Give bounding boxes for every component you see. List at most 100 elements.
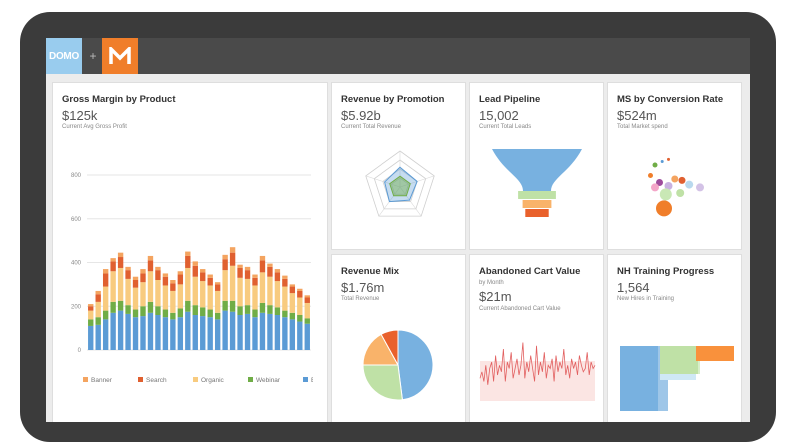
bar-segment xyxy=(132,309,139,318)
legend-label: Search xyxy=(146,377,167,384)
bar-segment xyxy=(200,269,206,273)
bar-segment xyxy=(155,315,161,350)
gross-margin-bar-chart: 0 200 400 600 800 Banner Search Organic Webinar E… xyxy=(71,173,313,384)
card-nh-training[interactable]: NH Training Progress 1,564 New Hires in … xyxy=(607,254,742,422)
card-ms-conversion[interactable]: MS by Conversion Rate $524m Total Market… xyxy=(607,82,742,250)
card-lead-pipeline[interactable]: Lead Pipeline 15,002 Current Total Leads xyxy=(469,82,604,250)
bar-segment xyxy=(185,300,191,312)
bar-segment xyxy=(185,251,191,256)
bar-segment xyxy=(282,310,288,318)
bar-segment xyxy=(192,261,198,266)
funnel-stage xyxy=(518,191,556,199)
bar-segment xyxy=(162,276,169,286)
bar-segment xyxy=(88,325,94,350)
domo-logo[interactable]: DOMO xyxy=(46,38,82,74)
legend-swatch xyxy=(83,377,88,382)
bar-segment xyxy=(267,276,273,306)
legend-swatch xyxy=(138,377,143,382)
bar-segment xyxy=(162,317,169,350)
bar-segment xyxy=(282,278,288,287)
card-revenue-mix[interactable]: Revenue Mix $1.76m Total Revenue xyxy=(331,254,466,422)
bar-segment xyxy=(259,302,266,313)
bar-segment xyxy=(125,270,131,279)
y-tick-label: 200 xyxy=(71,304,82,310)
bar-segment xyxy=(222,310,228,350)
bar-segment xyxy=(244,278,251,306)
bar-segment xyxy=(125,305,131,314)
scatter-point xyxy=(678,176,686,184)
bar-segment xyxy=(155,270,161,280)
bar-segment xyxy=(185,311,191,350)
bar-segment xyxy=(177,271,184,275)
bar-segment xyxy=(289,293,296,313)
bar-segment xyxy=(229,252,236,266)
bar-segment xyxy=(192,305,198,315)
scatter-point xyxy=(660,160,664,163)
card-gross-margin[interactable]: Gross Margin by Product $125k Current Av… xyxy=(52,82,328,422)
card-by-label: by Month xyxy=(479,280,504,286)
bar-segment xyxy=(274,307,281,315)
bar-segment xyxy=(200,272,206,282)
bar-segment xyxy=(177,317,184,350)
card-revenue-promotion[interactable]: Revenue by Promotion $5.92b Current Tota… xyxy=(331,82,466,250)
bar-segment xyxy=(297,297,303,315)
legend-swatch xyxy=(303,377,308,382)
bar-segment xyxy=(117,300,124,311)
sankey-node-d xyxy=(660,374,696,380)
bar-segment xyxy=(282,317,288,350)
radar-ring xyxy=(373,159,427,210)
bar-segment xyxy=(252,309,258,318)
bar-segment xyxy=(155,266,161,271)
bar-segment xyxy=(237,264,243,268)
bar-segment xyxy=(237,277,243,307)
bar-segment xyxy=(304,302,310,319)
bar-segment xyxy=(117,310,124,350)
legend-swatch xyxy=(193,377,198,382)
sankey-node-a xyxy=(620,346,658,411)
pie-slice xyxy=(397,329,434,401)
bar-segment xyxy=(177,274,184,285)
bar-segment xyxy=(95,317,101,325)
m-logo[interactable] xyxy=(102,38,138,74)
bar-segment xyxy=(207,285,213,310)
y-tick-label: 400 xyxy=(71,261,82,267)
bar-segment xyxy=(289,312,296,320)
bar-segment xyxy=(102,310,109,320)
top-bar: DOMO + xyxy=(46,38,750,74)
bar-segment xyxy=(88,304,94,307)
bar-segment xyxy=(170,280,176,284)
bar-segment xyxy=(267,313,273,350)
bar-segment xyxy=(95,290,101,295)
radar-ring xyxy=(390,177,410,195)
scatter-point xyxy=(651,183,659,192)
bar-segment xyxy=(132,280,139,288)
legend-label: Email xyxy=(311,377,313,384)
dashboard-screen: DOMO + Gross Margin by Product $125k Cur… xyxy=(46,38,750,422)
bar-segment xyxy=(88,306,94,311)
card-abandoned-cart[interactable]: Abandoned Cart Value by Month $21m Curre… xyxy=(469,254,604,422)
bar-segment xyxy=(170,283,176,291)
card-subtitle: Total Revenue xyxy=(341,296,380,302)
bar-segment xyxy=(267,266,273,277)
legend-label: Webinar xyxy=(256,377,281,384)
bar-segment xyxy=(214,319,221,350)
legend-label: Banner xyxy=(91,377,113,384)
pie-slice xyxy=(362,364,403,401)
bar-segment xyxy=(207,317,213,350)
scatter-point xyxy=(652,162,658,168)
legend-swatch xyxy=(248,377,253,382)
legend-label: Organic xyxy=(201,377,225,384)
bar-segment xyxy=(259,255,266,261)
bar-segment xyxy=(237,315,243,350)
card-value: $21m xyxy=(479,289,512,304)
bar-segment xyxy=(207,274,213,278)
bar-segment xyxy=(214,312,221,320)
scatter-point xyxy=(671,175,679,183)
bar-segment xyxy=(297,321,303,350)
bar-segment xyxy=(147,260,154,272)
m-logo-icon xyxy=(109,47,131,64)
bar-segment xyxy=(282,286,288,311)
bar-segment xyxy=(147,301,154,313)
bar-segment xyxy=(237,306,243,315)
card-title: Revenue by Promotion xyxy=(341,94,445,105)
